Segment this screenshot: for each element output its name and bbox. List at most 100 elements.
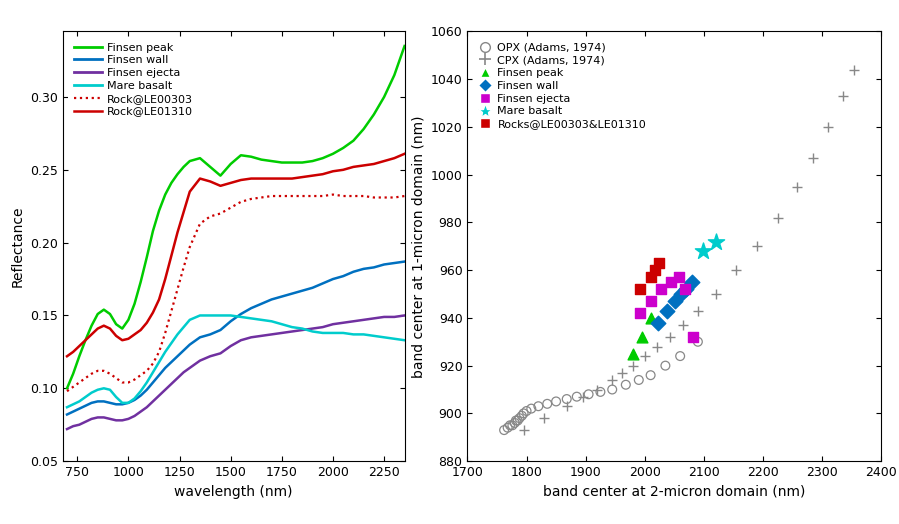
Finsen ejecta <box>74 422 85 428</box>
Finsen wall <box>389 260 400 266</box>
Finsen wall <box>679 285 693 293</box>
Finsen wall <box>287 290 298 297</box>
Finsen wall <box>256 301 267 307</box>
OPX (Adams, 1974) <box>593 388 608 396</box>
Rock@LE00303 <box>166 308 177 314</box>
Finsen peak <box>256 157 267 163</box>
Mare basalt <box>307 329 318 335</box>
OPX (Adams, 1974) <box>632 376 646 384</box>
Mare basalt <box>80 394 91 400</box>
Mare basalt <box>338 330 349 336</box>
Finsen wall <box>378 261 389 268</box>
Finsen peak <box>378 94 389 100</box>
Rock@LE01310 <box>184 189 195 195</box>
CPX (Adams, 1974) <box>676 321 690 329</box>
Finsen ejecta <box>256 333 267 339</box>
Rock@LE00303 <box>123 379 134 386</box>
Finsen ejecta <box>276 330 287 336</box>
OPX (Adams, 1974) <box>619 380 633 389</box>
Mare basalt <box>93 387 103 393</box>
OPX (Adams, 1974) <box>520 407 534 415</box>
Rock@LE01310 <box>74 343 85 349</box>
Rock@LE00303 <box>369 194 379 201</box>
Finsen wall <box>236 311 246 317</box>
Finsen peak <box>194 155 205 161</box>
Y-axis label: Reflectance: Reflectance <box>11 205 24 287</box>
Mare basalt <box>123 400 134 406</box>
Rock@LE01310 <box>399 150 410 157</box>
Finsen peak <box>123 316 134 323</box>
Finsen wall <box>129 397 140 403</box>
CPX (Adams, 1974) <box>605 376 619 384</box>
Mare basalt <box>369 333 379 339</box>
Finsen peak <box>160 191 171 198</box>
Rock@LE00303 <box>111 375 121 381</box>
Finsen wall <box>327 276 338 282</box>
CPX (Adams, 1974) <box>806 154 820 162</box>
Mare basalt <box>172 331 182 337</box>
Finsen ejecta <box>327 321 338 328</box>
Finsen wall <box>674 290 689 298</box>
Rock@LE01310 <box>160 276 171 282</box>
CPX (Adams, 1974) <box>615 368 629 377</box>
Rock@LE01310 <box>245 176 256 182</box>
Rock@LE01310 <box>205 178 216 184</box>
Rock@LE01310 <box>297 174 307 180</box>
Finsen ejecta <box>93 414 103 421</box>
Rock@LE00303 <box>104 370 115 377</box>
Finsen ejecta <box>317 324 328 330</box>
Finsen peak <box>215 172 226 179</box>
Rock@LE01310 <box>67 349 78 355</box>
Line: Mare basalt: Mare basalt <box>67 315 405 407</box>
Finsen peak <box>154 208 165 214</box>
Finsen peak <box>74 353 85 359</box>
X-axis label: wavelength (nm): wavelength (nm) <box>174 485 293 498</box>
Rock@LE01310 <box>62 353 73 359</box>
Mare basalt <box>256 316 267 323</box>
OPX (Adams, 1974) <box>511 417 525 425</box>
Mare basalt <box>287 324 298 330</box>
Rock@LE00303 <box>93 368 103 374</box>
Rock@LE01310 <box>99 322 110 329</box>
CPX (Adams, 1974) <box>575 392 590 401</box>
OPX (Adams, 1974) <box>514 411 529 420</box>
Finsen ejecta <box>307 325 318 332</box>
Mare basalt <box>708 237 723 246</box>
Mare basalt <box>215 312 226 319</box>
Finsen wall <box>651 319 665 327</box>
Rock@LE01310 <box>307 172 318 179</box>
OPX (Adams, 1974) <box>512 414 527 422</box>
Rock@LE01310 <box>93 325 103 332</box>
Finsen wall <box>348 269 359 275</box>
OPX (Adams, 1974) <box>690 337 705 346</box>
Finsen ejecta <box>644 297 658 305</box>
Rock@LE01310 <box>135 327 146 333</box>
Finsen peak <box>141 254 152 260</box>
OPX (Adams, 1974) <box>516 409 530 418</box>
Finsen ejecta <box>348 318 359 324</box>
Finsen peak <box>307 158 318 164</box>
Rock@LE01310 <box>129 331 140 337</box>
Line: Rock@LE00303: Rock@LE00303 <box>67 194 405 391</box>
Finsen ejecta <box>686 333 700 341</box>
Rock@LE01310 <box>194 176 205 182</box>
OPX (Adams, 1974) <box>508 419 522 427</box>
Rock@LE01310 <box>276 176 287 182</box>
Rock@LE00303 <box>67 384 78 390</box>
Finsen ejecta <box>99 414 110 421</box>
Finsen ejecta <box>369 315 379 322</box>
Rock@LE00303 <box>389 194 400 201</box>
Finsen wall <box>307 285 318 291</box>
Finsen ejecta <box>389 314 400 320</box>
OPX (Adams, 1974) <box>605 385 619 394</box>
Finsen peak <box>317 155 328 161</box>
Finsen wall <box>194 334 205 341</box>
Mare basalt <box>67 401 78 408</box>
Finsen wall <box>104 400 115 406</box>
Finsen ejecta <box>104 416 115 422</box>
Rock@LE01310 <box>154 296 165 302</box>
Rock@LE00303 <box>86 370 97 377</box>
Finsen ejecta <box>215 350 226 356</box>
Mare basalt <box>194 312 205 319</box>
Mare basalt <box>297 325 307 332</box>
